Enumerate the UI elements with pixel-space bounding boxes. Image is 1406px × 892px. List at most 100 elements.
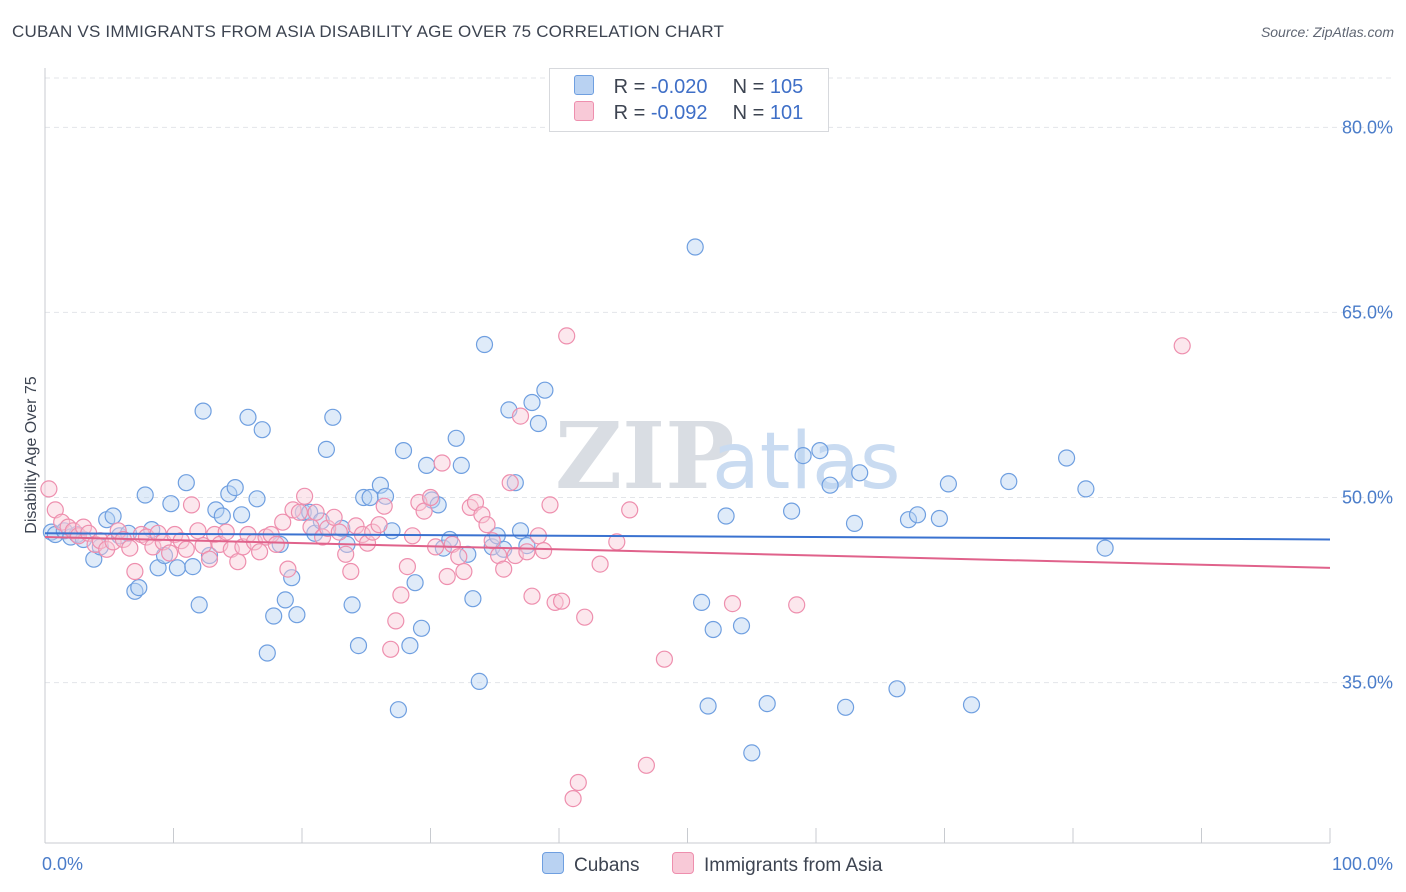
trend-line: [44, 532, 1331, 541]
watermark-zip: ZIP: [555, 402, 734, 510]
data-point: [226, 479, 244, 497]
legend-stats: R = -0.020 N = 105 R = -0.092 N = 101: [549, 68, 829, 132]
data-point: [194, 402, 212, 420]
data-point: [782, 502, 801, 520]
data-point: [908, 506, 927, 524]
data-point: [421, 488, 440, 507]
data-point: [307, 503, 325, 521]
n-value: 101: [769, 102, 804, 124]
data-point: [190, 596, 208, 614]
legend-item-asia: Immigrants from Asia: [672, 852, 882, 877]
data-point: [536, 381, 554, 399]
data-point: [794, 447, 812, 465]
grid-lines: [45, 77, 1395, 684]
data-point: [370, 516, 388, 534]
tick-labels: 35.0% 50.0% 65.0% 80.0% 0.0% 100.0%: [42, 117, 1393, 874]
data-point: [296, 487, 314, 505]
data-point: [433, 454, 451, 472]
data-point: [136, 486, 154, 504]
series-cubans: [42, 238, 1114, 762]
data-point: [121, 539, 139, 557]
legend-bottom: Cubans Immigrants from Asia: [0, 852, 1406, 878]
data-point: [732, 617, 751, 635]
data-point: [811, 442, 829, 460]
data-point: [529, 414, 548, 433]
data-point: [692, 593, 711, 612]
y-tick-label: 35.0%: [1342, 673, 1393, 693]
data-point: [382, 640, 400, 658]
data-point: [394, 442, 413, 460]
data-point: [523, 393, 541, 412]
cubans-swatch: [574, 75, 594, 95]
legend-item-cubans: Cubans: [542, 852, 640, 877]
data-point: [248, 490, 266, 508]
data-point: [189, 522, 207, 540]
data-point: [1057, 449, 1076, 467]
data-point: [220, 485, 238, 503]
data-point: [621, 501, 639, 519]
data-point: [495, 560, 513, 578]
data-point: [655, 650, 674, 668]
data-point: [450, 548, 468, 566]
data-point: [962, 696, 981, 714]
data-point: [501, 474, 519, 492]
data-point: [704, 620, 722, 639]
data-point: [288, 606, 306, 624]
data-point: [177, 540, 195, 558]
data-point: [455, 562, 473, 581]
data-point: [511, 407, 530, 425]
n-label: N =: [732, 102, 765, 124]
data-point: [162, 495, 180, 513]
data-point: [279, 560, 297, 578]
data-point: [314, 528, 332, 546]
data-point: [569, 773, 587, 792]
data-point: [233, 506, 251, 524]
data-point: [438, 567, 456, 586]
data-point: [104, 507, 122, 525]
x-tick-label: 100.0%: [1332, 854, 1393, 874]
data-point: [821, 476, 839, 494]
asia-swatch: [672, 852, 694, 874]
data-point: [452, 456, 470, 474]
data-point: [168, 559, 186, 577]
data-point: [40, 480, 58, 498]
data-point: [470, 672, 488, 691]
n-label: N =: [732, 76, 765, 98]
data-point: [274, 513, 292, 531]
data-point: [534, 541, 553, 560]
data-point: [1173, 337, 1191, 355]
trend-lines: [44, 532, 1331, 569]
r-label: R =: [613, 102, 646, 124]
data-point: [523, 587, 541, 605]
x-tick-label: 0.0%: [42, 854, 83, 874]
cubans-swatch: [542, 852, 564, 874]
data-point: [343, 596, 361, 614]
data-point: [558, 327, 576, 345]
data-point: [478, 516, 496, 534]
data-point: [717, 507, 735, 525]
series-asia: [40, 327, 1191, 808]
data-point: [355, 488, 373, 507]
data-point: [591, 555, 609, 573]
data-point: [541, 496, 559, 514]
watermark-atlas: atlas: [712, 417, 901, 507]
data-point: [265, 607, 283, 625]
data-point: [475, 335, 494, 354]
data-point: [418, 456, 436, 474]
data-point: [251, 543, 269, 561]
data-point: [207, 501, 225, 519]
data-point: [258, 644, 276, 662]
data-point: [161, 544, 179, 562]
data-point: [1096, 539, 1114, 557]
data-point: [699, 697, 717, 715]
legend-label: Cubans: [574, 855, 640, 876]
data-point: [349, 636, 368, 655]
y-tick-label: 50.0%: [1342, 488, 1393, 508]
data-point: [686, 238, 704, 256]
data-point: [930, 509, 949, 528]
data-point: [387, 612, 405, 630]
data-point: [126, 562, 144, 581]
data-point: [342, 562, 360, 581]
data-point: [758, 694, 776, 713]
data-point: [888, 680, 906, 698]
